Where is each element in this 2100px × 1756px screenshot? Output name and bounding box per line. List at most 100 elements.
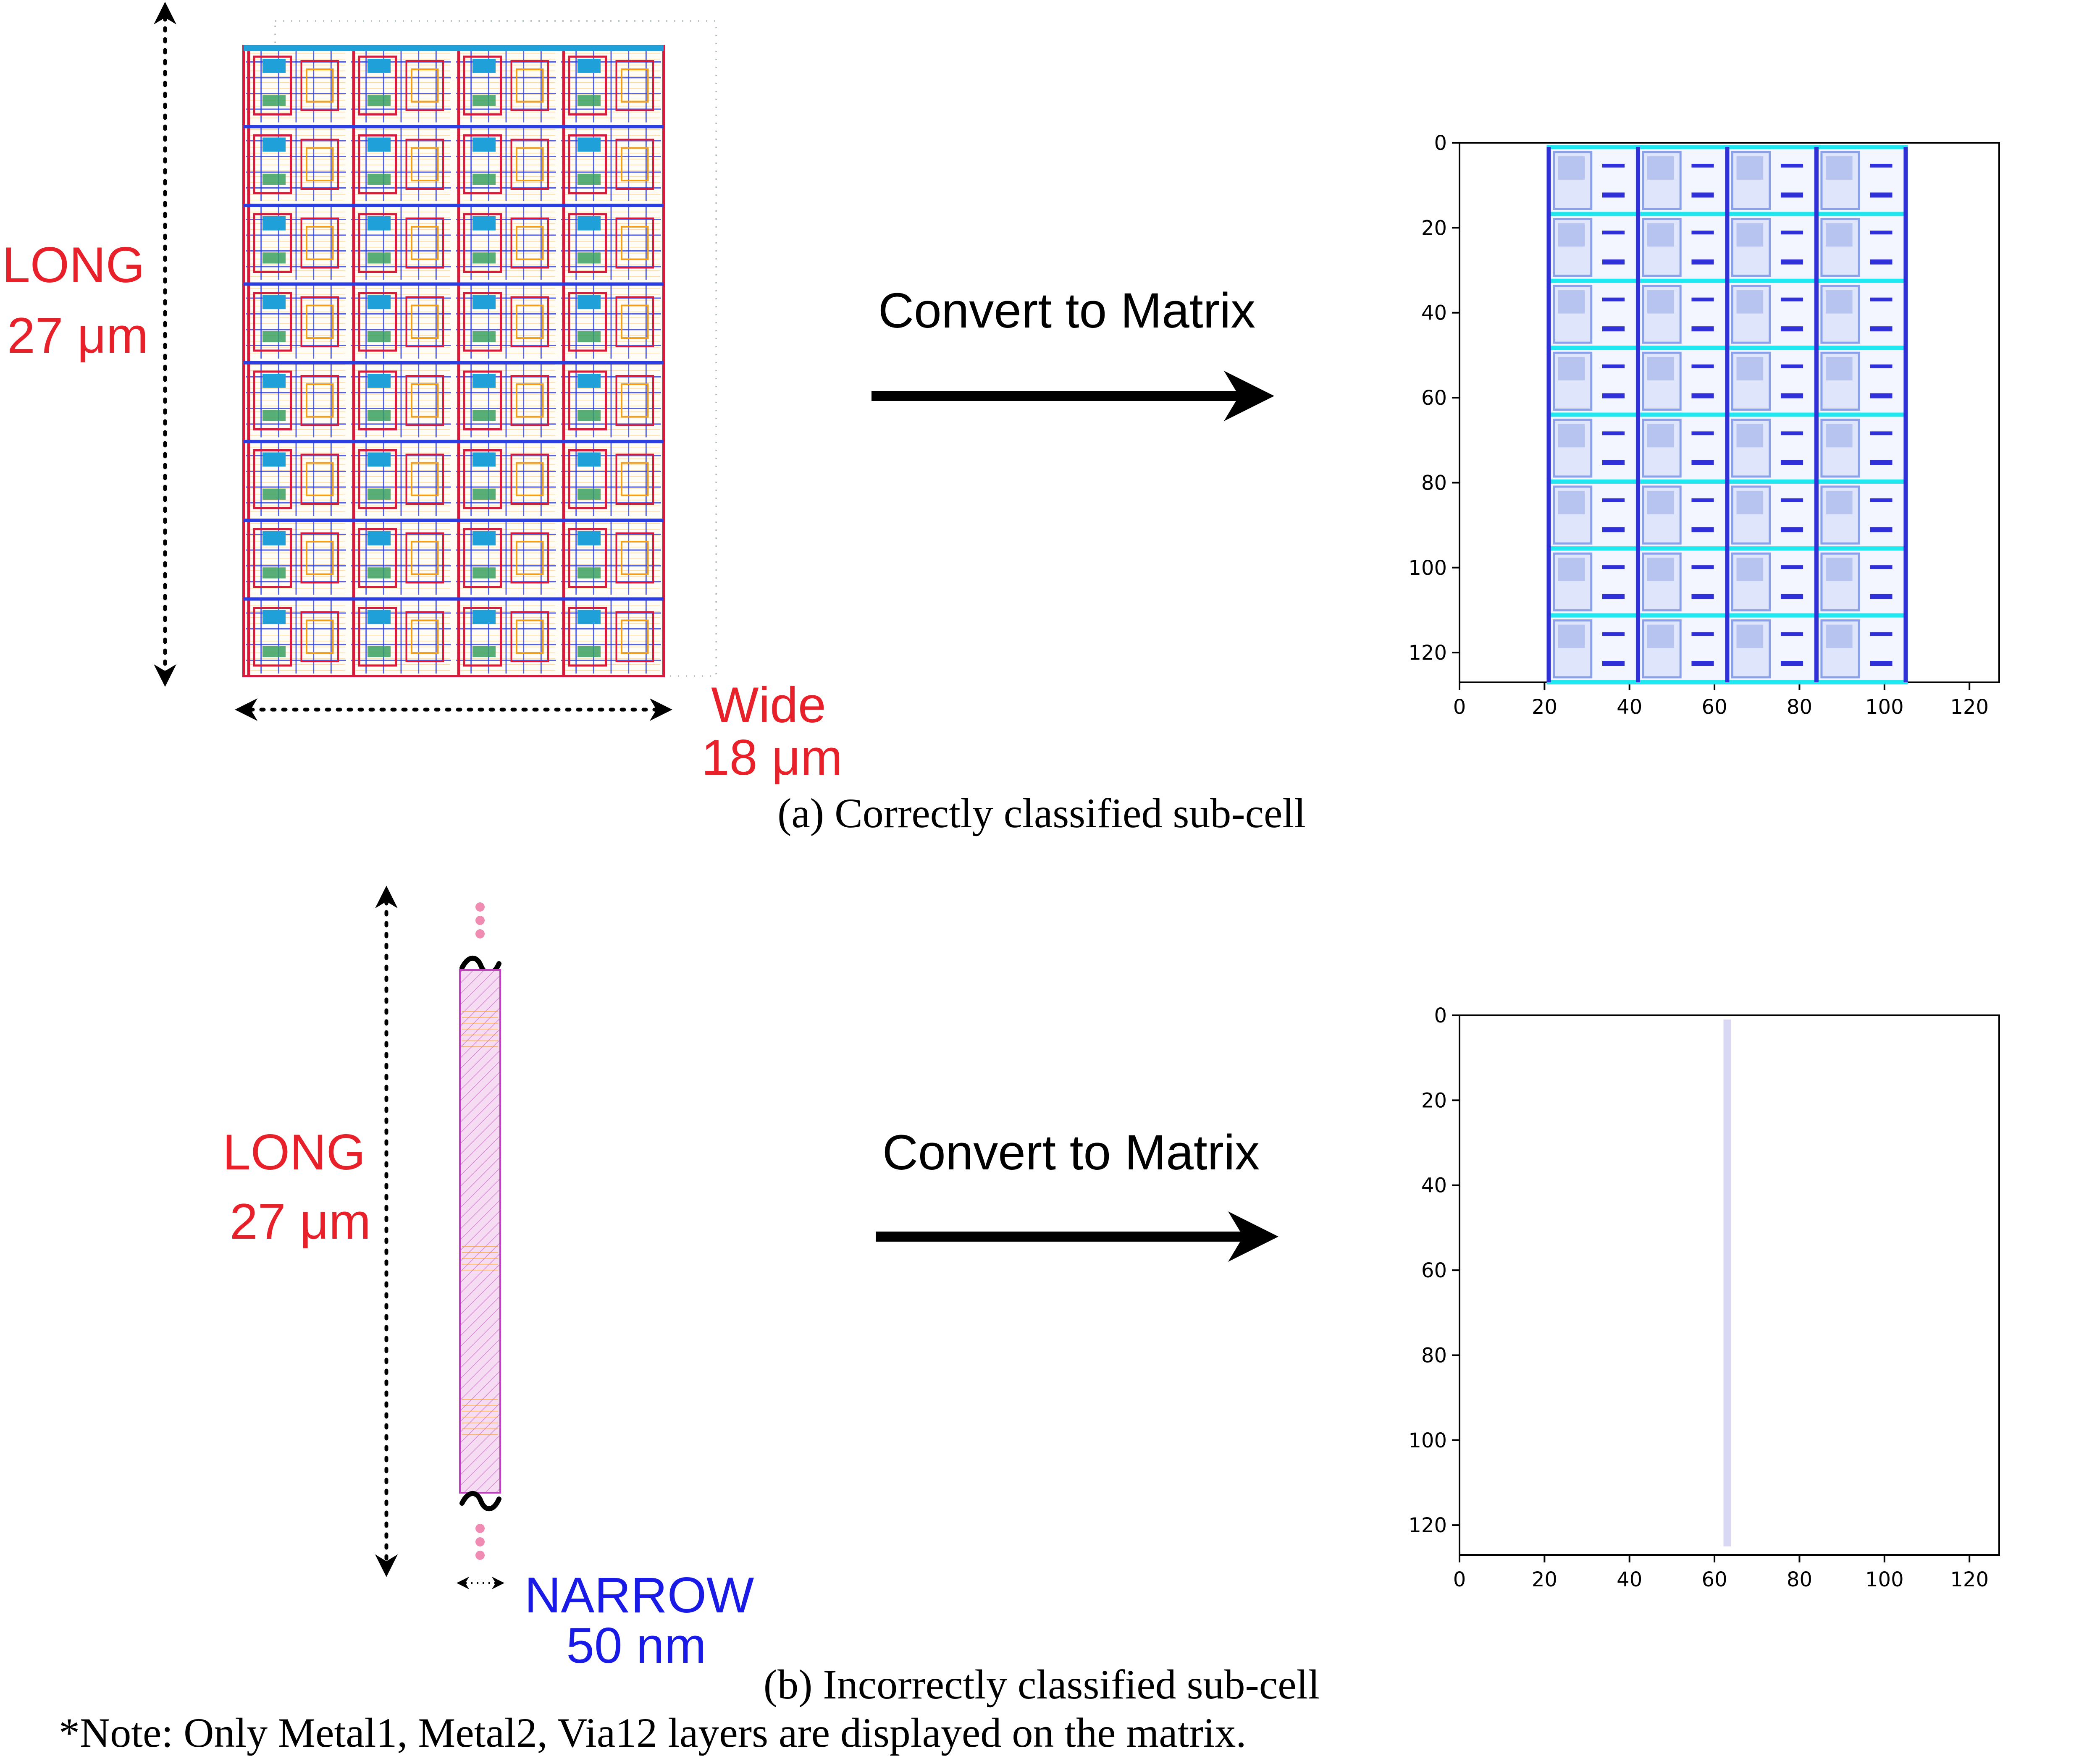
via-block-green <box>472 173 496 185</box>
matrix-wire-bottom <box>1780 326 1803 332</box>
device-box-inner <box>516 68 544 103</box>
layout-sub-cell <box>351 519 451 598</box>
layout-sub-cell <box>456 204 556 283</box>
via-block-green <box>472 331 496 342</box>
y-tick-label: 120 <box>1408 1514 1447 1537</box>
matrix-cell <box>1635 479 1730 551</box>
matrix-cell <box>1725 145 1819 216</box>
matrix-wire-bottom <box>1870 326 1893 332</box>
via-block <box>472 374 496 388</box>
layout-sub-cell <box>246 597 346 676</box>
device-box <box>405 375 444 426</box>
matrix-wire-top <box>1691 498 1714 502</box>
via-block-green <box>472 488 496 500</box>
device-box-inner <box>411 619 439 654</box>
matrix-wire-bottom <box>1602 326 1625 332</box>
via-block <box>472 216 496 231</box>
matrix-wire-bottom <box>1602 661 1625 666</box>
layout-sub-cell <box>456 597 556 676</box>
long-value-a: 27 μm <box>7 307 148 364</box>
y-tick-label: 60 <box>1421 386 1447 410</box>
device-box <box>615 296 654 347</box>
matrix-wire-bottom <box>1602 192 1625 198</box>
matrix-cell <box>1546 278 1640 350</box>
matrix-via <box>1558 156 1585 180</box>
via-block-green <box>368 331 391 342</box>
y-tick-label: 80 <box>1421 471 1447 495</box>
matrix-wire-top <box>1780 364 1803 369</box>
y-tick-label: 20 <box>1421 216 1447 240</box>
matrix-wire-bottom <box>1870 527 1893 532</box>
matrix-wire-top <box>1780 632 1803 636</box>
via-block-green <box>578 410 601 421</box>
long-value-b: 27 μm <box>230 1193 371 1250</box>
layout-sub-cell <box>456 125 556 204</box>
x-tick-label: 120 <box>1950 695 1989 719</box>
continuation-dots-bottom <box>475 1524 485 1560</box>
device-box <box>463 134 502 194</box>
matrix-wire-top <box>1780 163 1803 168</box>
matrix-via <box>1558 490 1585 514</box>
matrix-cell <box>1546 546 1640 618</box>
device-box <box>568 134 607 194</box>
matrix-via <box>1647 357 1674 380</box>
long-label-a: LONG <box>2 237 145 293</box>
matrix-cell <box>1546 613 1640 684</box>
via-block <box>368 216 391 231</box>
device-box <box>510 611 549 662</box>
matrix-cell <box>1725 212 1819 283</box>
via-block <box>262 295 286 309</box>
via-block-green <box>578 567 601 579</box>
device-box <box>253 213 292 273</box>
matrix-wire-top <box>1870 231 1893 235</box>
y-tick-label: 0 <box>1434 131 1447 155</box>
matrix-device <box>1642 419 1682 478</box>
matrix-via <box>1736 424 1764 448</box>
layout-sub-cell <box>351 46 451 125</box>
matrix-cell <box>1725 412 1819 484</box>
via-block <box>262 59 286 73</box>
via-block-green <box>578 95 601 106</box>
matrix-via <box>1558 424 1585 448</box>
device-box <box>615 218 654 269</box>
matrix-wire-bottom <box>1691 393 1714 398</box>
layout-sub-cell <box>561 597 661 676</box>
device-box-inner <box>411 541 439 575</box>
device-box <box>463 528 502 588</box>
layout-sub-cell <box>456 519 556 598</box>
layout-sub-cell <box>456 361 556 440</box>
matrix-cell <box>1814 278 1908 350</box>
via-block-green <box>578 488 601 500</box>
via-block-green <box>368 95 391 106</box>
via-block <box>368 610 391 624</box>
x-tick-label: 80 <box>1787 1568 1812 1591</box>
narrow-label: NARROW <box>525 1567 754 1623</box>
device-box <box>568 55 607 115</box>
via-block <box>262 610 286 624</box>
via-block-green <box>262 95 286 106</box>
device-box <box>253 292 292 352</box>
matrix-wire-top <box>1870 565 1893 569</box>
via-block-green <box>578 173 601 185</box>
device-box-inner <box>621 462 649 496</box>
matrix-plot-a: 0 20 40 60 80 100 120 0 20 40 60 80 100 120 <box>1408 131 2000 719</box>
device-box-inner <box>306 147 334 181</box>
continuation-dots-top <box>475 902 485 938</box>
long-label-b: LONG <box>223 1124 365 1180</box>
layout-sub-cell <box>246 282 346 361</box>
device-box <box>253 55 292 115</box>
device-box-inner <box>411 147 439 181</box>
matrix-via <box>1647 290 1674 314</box>
matrix-wire-bottom <box>1691 326 1714 332</box>
device-box-inner <box>516 147 544 181</box>
matrix-via <box>1647 156 1674 180</box>
device-box <box>300 296 339 347</box>
via-block <box>472 452 496 467</box>
device-box-inner <box>621 304 649 339</box>
matrix-via <box>1736 490 1764 514</box>
device-box <box>358 370 397 430</box>
top-rail <box>244 45 664 51</box>
y-tick-label: 120 <box>1408 641 1447 665</box>
matrix-via <box>1825 624 1853 648</box>
matrix-via <box>1736 558 1764 582</box>
